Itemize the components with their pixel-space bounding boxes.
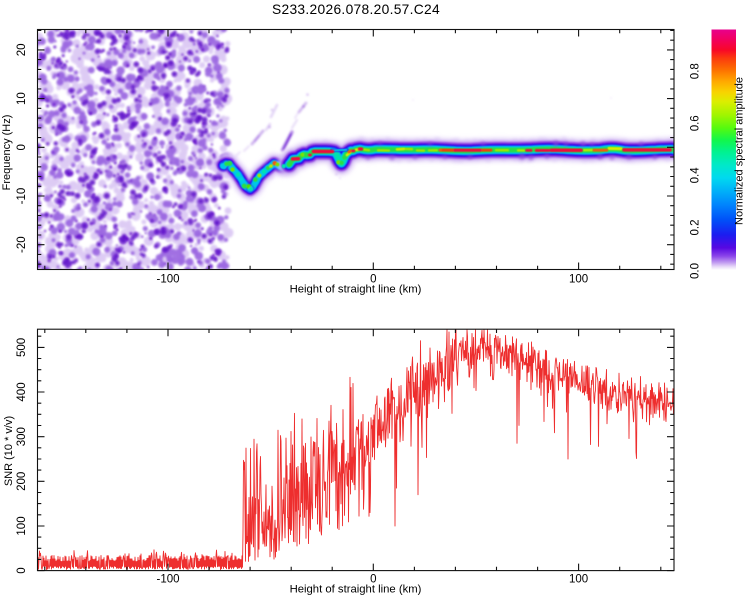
svg-text:S233.2026.078.20.57.C24: S233.2026.078.20.57.C24 (272, 2, 440, 17)
svg-text:0.6: 0.6 (690, 115, 702, 131)
svg-text:100: 100 (16, 516, 28, 535)
svg-text:10: 10 (16, 92, 28, 105)
svg-text:500: 500 (16, 338, 28, 357)
svg-text:Frequency (Hz): Frequency (Hz) (1, 115, 13, 191)
svg-text:0: 0 (370, 574, 376, 586)
svg-text:Height of straight line (km): Height of straight line (km) (290, 584, 422, 596)
svg-text:300: 300 (16, 427, 28, 446)
svg-text:-100: -100 (156, 274, 179, 286)
svg-text:100: 100 (569, 274, 588, 286)
svg-text:20: 20 (16, 44, 28, 57)
svg-text:0.8: 0.8 (690, 63, 702, 79)
svg-text:Height of straight line (km): Height of straight line (km) (290, 284, 422, 296)
svg-text:0.4: 0.4 (690, 167, 702, 184)
svg-text:0.2: 0.2 (690, 220, 702, 236)
svg-text:0: 0 (16, 144, 28, 150)
svg-text:-20: -20 (16, 236, 28, 253)
svg-text:SNR (10 * v/v): SNR (10 * v/v) (3, 416, 15, 486)
svg-text:100: 100 (569, 574, 588, 586)
svg-text:200: 200 (16, 472, 28, 491)
svg-text:0: 0 (16, 567, 28, 573)
svg-text:Normalized spectral amplitude: Normalized spectral amplitude (734, 77, 746, 225)
svg-text:400: 400 (16, 382, 28, 401)
svg-text:-10: -10 (16, 188, 28, 205)
svg-text:0.0: 0.0 (690, 263, 702, 279)
svg-text:-100: -100 (156, 574, 179, 586)
svg-text:0: 0 (370, 274, 376, 286)
